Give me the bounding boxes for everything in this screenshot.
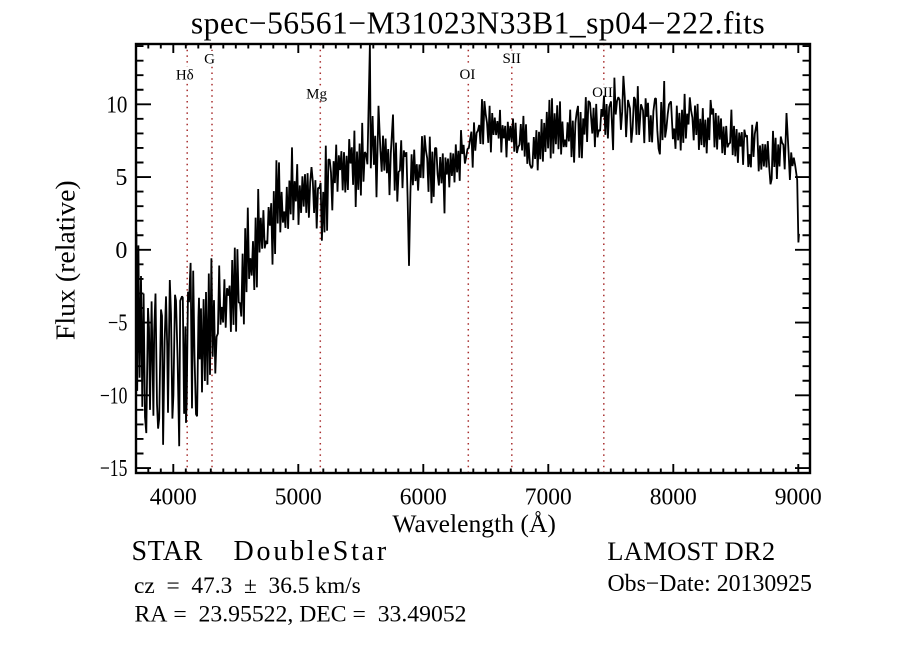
svg-text:8000: 8000 (650, 485, 697, 511)
svg-text:Flux (relative): Flux (relative) (51, 180, 82, 340)
svg-text:spec−56561−M31023N33B1_sp04−22: spec−56561−M31023N33B1_sp04−222.fits (191, 5, 765, 40)
svg-text:7000: 7000 (525, 485, 572, 511)
svg-text:STAR: STAR (132, 536, 203, 567)
svg-text:OI: OI (459, 67, 475, 83)
svg-text:−10: −10 (100, 383, 128, 409)
svg-text:Obs−Date: 20130925: Obs−Date: 20130925 (608, 571, 812, 597)
svg-text:Wavelength (Å): Wavelength (Å) (392, 509, 556, 538)
svg-text:G: G (204, 52, 215, 68)
svg-text:SII: SII (503, 51, 521, 67)
svg-text:Hδ: Hδ (176, 68, 194, 84)
svg-text:OII: OII (592, 85, 613, 101)
svg-text:10: 10 (106, 92, 127, 118)
svg-text:0: 0 (115, 238, 127, 264)
svg-text:RA = 23.95522, DEC = 33.4905: RA = 23.95522, DEC = 33.49052 (135, 601, 467, 627)
svg-text:DoubleStar: DoubleStar (234, 536, 390, 567)
svg-text:−5: −5 (108, 311, 128, 337)
svg-text:LAMOST DR2: LAMOST DR2 (607, 536, 775, 566)
svg-text:5000: 5000 (275, 485, 322, 511)
svg-text:−15: −15 (100, 456, 128, 482)
svg-text:Mg: Mg (306, 87, 327, 103)
svg-text:5: 5 (115, 165, 127, 191)
svg-text:4000: 4000 (150, 485, 197, 511)
svg-text:9000: 9000 (775, 485, 822, 511)
svg-text:6000: 6000 (400, 485, 447, 511)
svg-text:cz = 47.3 ± 36.5 km/s: cz = 47.3 ± 36.5 km/s (134, 573, 361, 599)
